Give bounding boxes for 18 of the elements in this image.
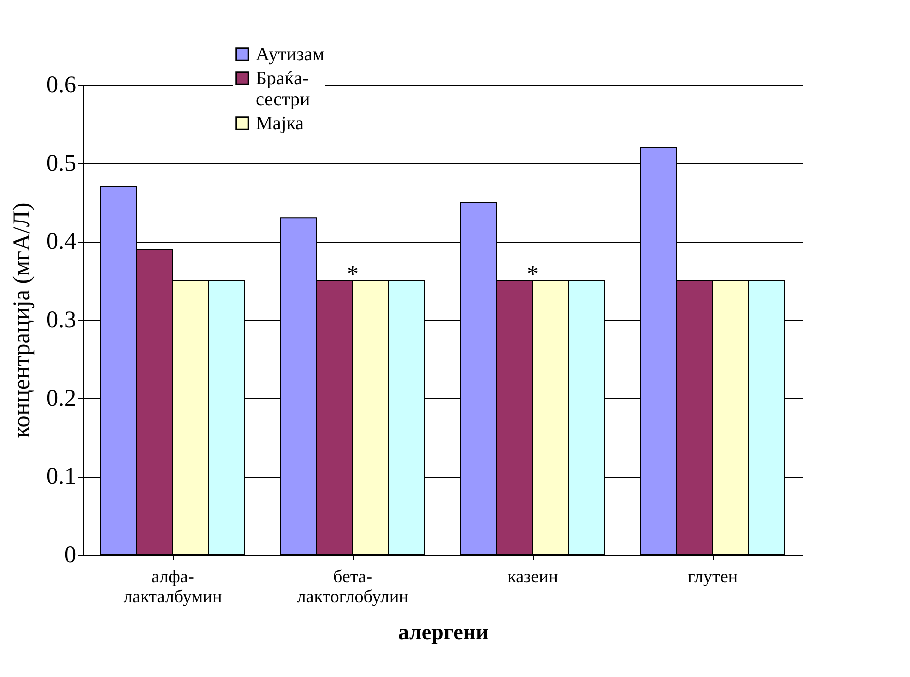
legend-label: Браќа-сестри [256, 68, 310, 110]
annotation: * [527, 262, 539, 288]
y-tick-label: 0.1 [46, 464, 76, 490]
y-tick-label: 0.4 [46, 229, 76, 256]
x-tick-label: алфа-лакталбумин [124, 566, 223, 606]
y-tick-label: 0.5 [46, 150, 76, 177]
x-tick-label: бета-лактоглобулин [297, 566, 410, 606]
annotation: * [347, 262, 359, 288]
x-axis-title: алергени [398, 620, 489, 644]
legend-label: Мајка [256, 114, 305, 134]
y-tick-label: 0.3 [46, 308, 76, 334]
y-tick-label: 0.6 [46, 72, 76, 98]
y-tick-label: 0 [64, 542, 76, 568]
x-tick-label: глутен [688, 566, 738, 586]
y-axis-title: концентрација (мгА/Л) [10, 202, 36, 438]
legend-label: Аутизам [256, 44, 325, 66]
y-tick-label: 0.2 [46, 386, 76, 412]
x-tick-label: казеин [508, 566, 559, 586]
